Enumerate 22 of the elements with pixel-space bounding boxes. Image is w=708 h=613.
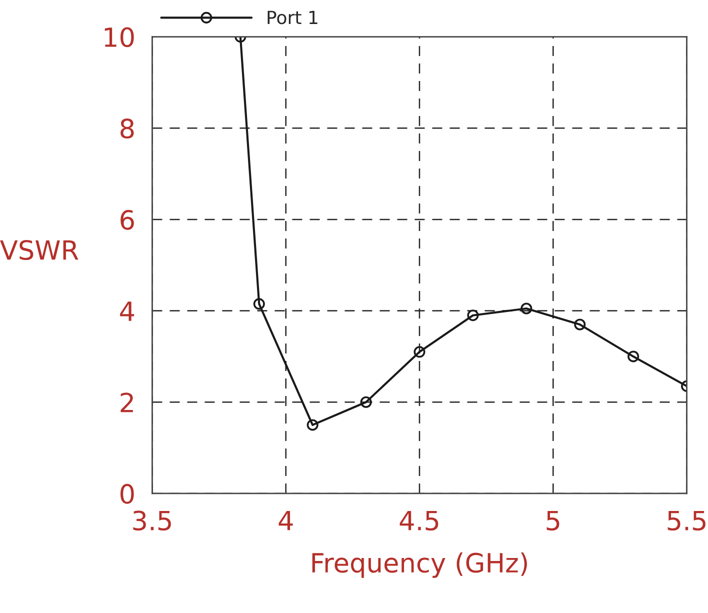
point [520,302,532,314]
x-tick-label: 4.5 [400,510,438,531]
point [306,419,318,431]
x-axis-title: Frequency (GHz) [312,552,527,578]
y-tick-label: 4 [120,302,134,321]
point [253,298,265,310]
x-tick-label: 5.5 [668,510,706,531]
y-tick-label: 6 [120,210,134,230]
y-tick-label: 2 [120,392,133,412]
point [360,396,372,408]
x-tick-label: 3.5 [133,510,171,531]
legend-label: Port 1 [268,10,318,24]
y-axis-title: VSWR [0,240,78,260]
point [628,350,640,362]
x-tick-label: 4 [278,510,293,530]
y-tick-label: 0 [120,484,134,504]
point [574,318,586,330]
y-tick-label: 8 [120,118,134,139]
y-tick-label: 10 [104,27,134,48]
x-tick-label: 5 [546,510,560,531]
point [467,310,479,322]
point [414,346,426,358]
